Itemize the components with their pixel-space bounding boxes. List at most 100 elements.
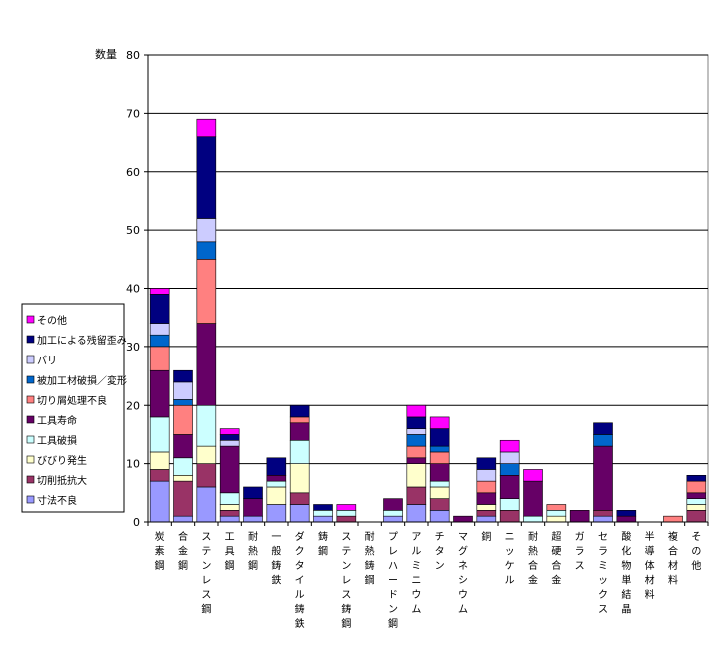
x-category-label: 一般鋳鉄 <box>271 532 281 587</box>
x-category-label: ステンレス鋳鋼 <box>341 532 351 630</box>
bar-segment <box>173 381 193 400</box>
bar-segment <box>266 457 287 476</box>
bar-segment <box>196 241 217 260</box>
bar-segment <box>149 334 170 348</box>
bar-segment <box>406 404 427 418</box>
x-category-label: 工具鋼 <box>225 532 235 572</box>
bar-segment <box>523 515 543 523</box>
bar-segment <box>686 504 707 511</box>
bar-segment <box>406 416 427 429</box>
bar-segment <box>196 445 217 464</box>
bar-segment <box>476 492 497 505</box>
x-category-label: ガラス <box>575 531 585 572</box>
bar-segment <box>406 428 427 435</box>
x-category-label: ダクタイル鋳鉄 <box>295 530 305 630</box>
bar-segment <box>313 504 333 511</box>
legend-label: 切削抵抗大 <box>37 474 87 487</box>
y-tick-label: 40 <box>126 283 140 296</box>
bar-segment <box>499 439 520 453</box>
bar-segment <box>196 218 217 243</box>
legend-label: 加工による残留歪み <box>37 334 127 347</box>
bar-segment <box>406 457 427 464</box>
x-category-label: ステンレス鋼 <box>201 532 211 616</box>
bar-segment <box>593 434 613 447</box>
x-category-label: 複合材料 <box>668 530 678 587</box>
bar-segment <box>173 434 193 459</box>
x-category-label: その他 <box>691 531 701 572</box>
legend-box <box>21 303 125 513</box>
bar-segment <box>546 510 567 517</box>
bar-segment <box>616 510 637 517</box>
bar-segment <box>336 515 357 523</box>
legend-swatch <box>26 415 35 424</box>
bar-segment <box>663 515 683 523</box>
bar-segment <box>173 369 193 383</box>
bar-segment <box>266 474 287 482</box>
bar-segment <box>289 422 310 441</box>
bar-segment <box>686 492 707 499</box>
bar-segment <box>499 463 520 476</box>
bar-segment <box>476 457 497 470</box>
legend-swatch <box>26 435 35 444</box>
bar-segment <box>499 498 520 511</box>
y-tick-label: 10 <box>126 458 140 471</box>
bar-segment <box>476 469 497 482</box>
bar-segment <box>149 369 170 418</box>
legend-swatch <box>26 375 35 384</box>
bar-segment <box>243 515 263 523</box>
bar-segment <box>313 515 333 523</box>
y-tick-label: 70 <box>126 107 140 120</box>
bar-segment <box>243 486 263 499</box>
bar-segment <box>149 323 170 336</box>
bar-segment <box>196 463 217 488</box>
bar-segment <box>383 498 403 511</box>
bar-segment <box>219 515 240 523</box>
legend-label: 工具寿命 <box>37 414 77 427</box>
bar-segment <box>429 416 450 429</box>
bar-segment <box>289 404 310 418</box>
y-axis-label: 数量 <box>95 48 117 61</box>
bar-segment <box>546 515 567 523</box>
bar-segment <box>476 504 497 511</box>
bar-segment <box>686 510 707 523</box>
bar-segment <box>336 510 357 517</box>
bar-segment <box>149 294 170 324</box>
legend-label: 切り屑処理不良 <box>37 394 107 407</box>
legend-swatch <box>26 355 35 364</box>
bar-segment <box>196 118 217 138</box>
bar-segment <box>196 404 217 447</box>
bar-segment <box>196 486 217 523</box>
bar-segment <box>196 323 217 406</box>
bar-segment <box>289 439 310 464</box>
legend-swatch <box>26 395 35 404</box>
bar-segment <box>289 463 310 494</box>
legend-swatch <box>26 475 35 484</box>
x-category-label: ニッケル <box>505 532 515 587</box>
bar-segment <box>686 474 707 482</box>
y-tick-label: 80 <box>126 49 140 62</box>
legend-swatch <box>26 315 35 324</box>
x-category-label: 耐熱鋼 <box>248 530 258 572</box>
y-tick-label: 30 <box>126 341 140 354</box>
y-tick-label: 0 <box>133 516 140 529</box>
bar-segment <box>289 416 310 424</box>
bar-segment <box>499 474 520 499</box>
x-category-label: 耐熱合金 <box>528 530 538 587</box>
x-category-label: 合金鋼 <box>178 530 188 572</box>
x-category-label: 銅 <box>481 530 491 543</box>
bar-segment <box>429 486 450 499</box>
bar-segment <box>686 480 707 494</box>
bar-segment <box>383 515 403 523</box>
bar-segment <box>219 510 240 517</box>
bar-segment <box>429 445 450 453</box>
bar-segment <box>266 504 287 523</box>
bar-segment <box>173 399 193 406</box>
x-category-label: セラミックス <box>598 531 608 616</box>
bar-segment <box>243 498 263 517</box>
y-tick-label: 20 <box>126 399 140 412</box>
bar-segment <box>406 486 427 505</box>
bar-segment <box>149 288 170 295</box>
x-category-label: 半導体材料 <box>645 530 655 601</box>
bar-segment <box>499 451 520 464</box>
